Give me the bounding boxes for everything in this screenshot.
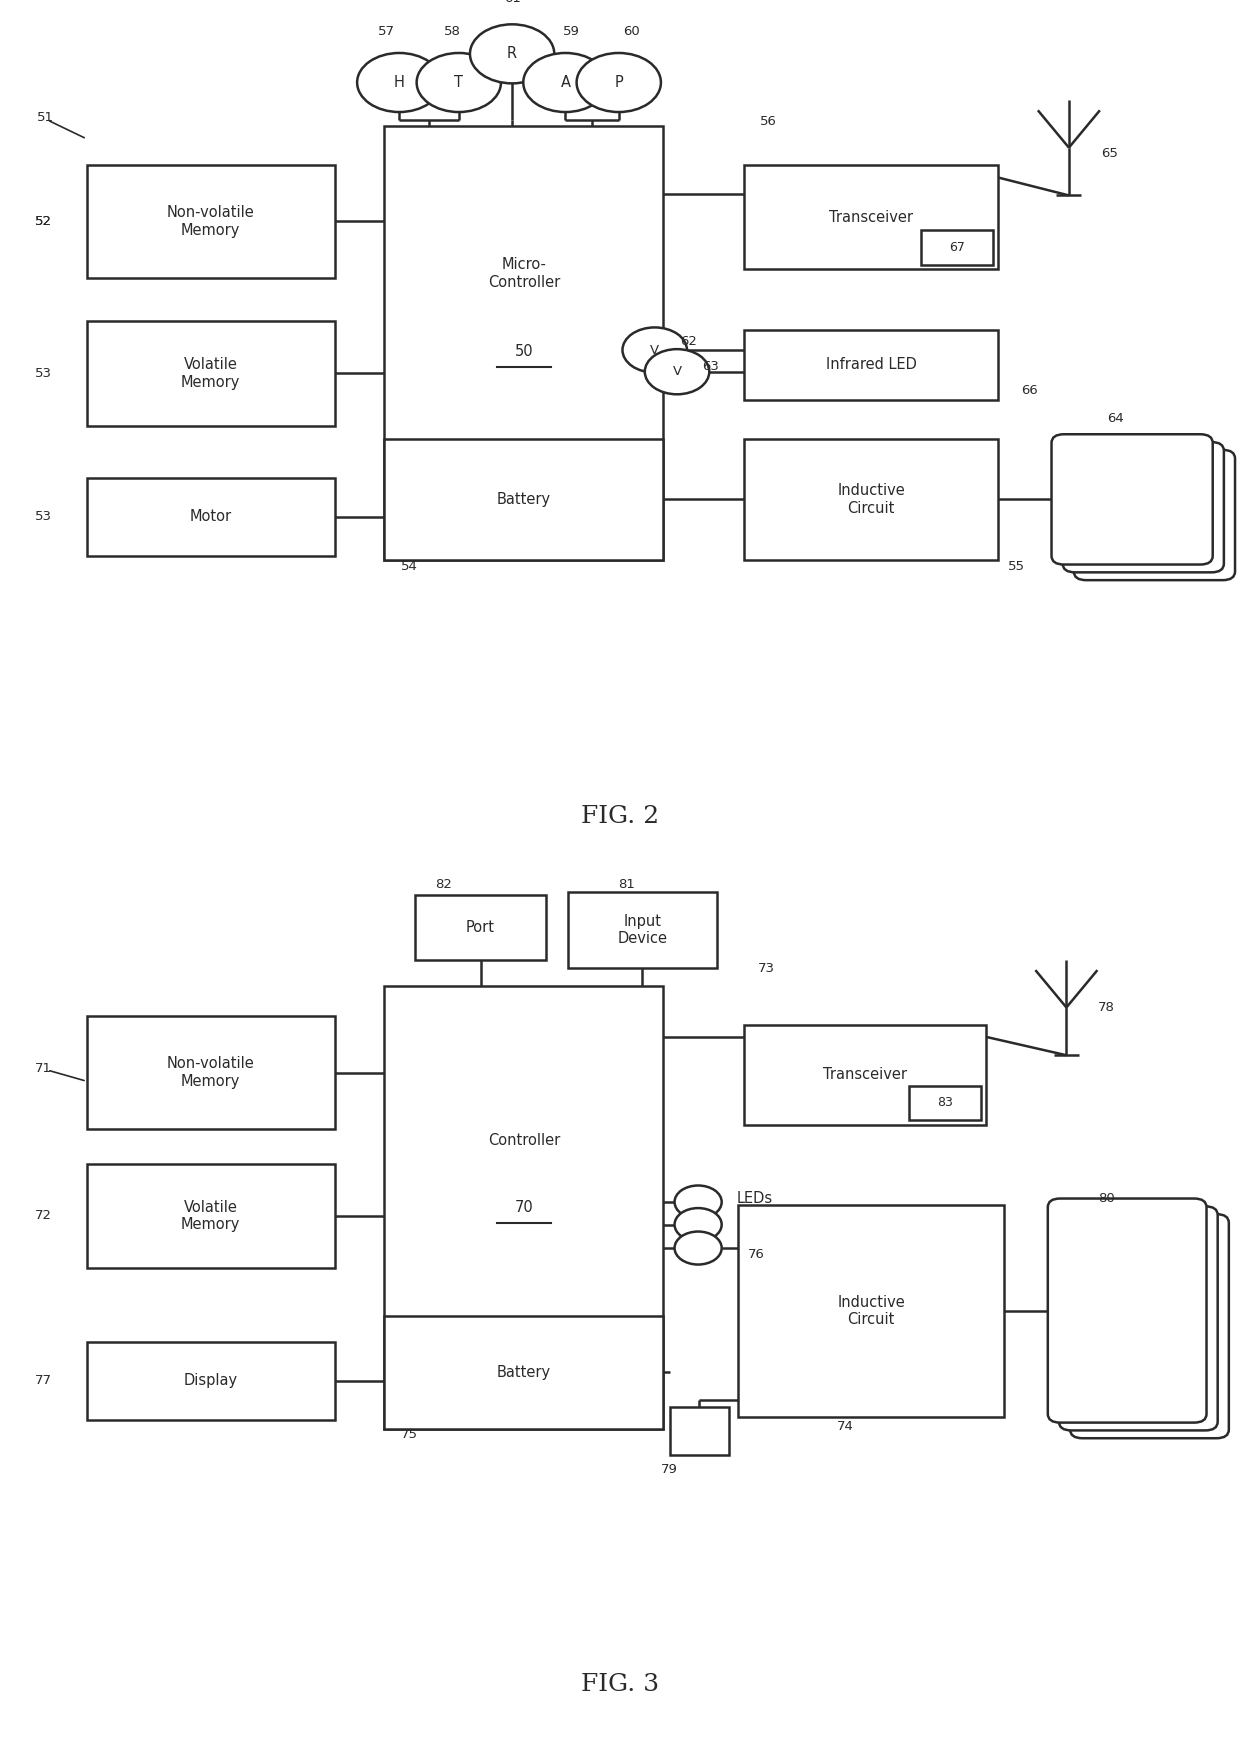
Text: Volatile
Memory: Volatile Memory bbox=[181, 1200, 241, 1232]
Text: Infrared LED: Infrared LED bbox=[826, 358, 916, 372]
Circle shape bbox=[675, 1185, 722, 1219]
Text: Inductive
Circuit: Inductive Circuit bbox=[837, 483, 905, 516]
FancyBboxPatch shape bbox=[744, 165, 998, 269]
FancyBboxPatch shape bbox=[384, 987, 663, 1428]
FancyBboxPatch shape bbox=[744, 330, 998, 400]
Text: 75: 75 bbox=[401, 1428, 418, 1442]
FancyBboxPatch shape bbox=[1074, 450, 1235, 580]
FancyBboxPatch shape bbox=[87, 165, 335, 278]
Text: Motor: Motor bbox=[190, 509, 232, 525]
Text: 71: 71 bbox=[35, 1061, 52, 1075]
Text: 61: 61 bbox=[503, 0, 521, 5]
Text: R: R bbox=[507, 47, 517, 61]
Text: 53: 53 bbox=[35, 367, 52, 380]
Circle shape bbox=[645, 349, 709, 394]
FancyBboxPatch shape bbox=[87, 1016, 335, 1129]
Text: 65: 65 bbox=[1101, 148, 1118, 160]
FancyBboxPatch shape bbox=[1070, 1214, 1229, 1438]
Text: 51: 51 bbox=[37, 111, 55, 123]
Text: 54: 54 bbox=[401, 559, 418, 573]
FancyBboxPatch shape bbox=[87, 1341, 335, 1421]
Text: Inductive
Circuit: Inductive Circuit bbox=[837, 1294, 905, 1327]
Text: 52: 52 bbox=[35, 215, 52, 228]
Text: Volatile
Memory: Volatile Memory bbox=[181, 358, 241, 389]
FancyBboxPatch shape bbox=[87, 1164, 335, 1268]
Text: 60: 60 bbox=[622, 24, 640, 38]
Circle shape bbox=[357, 52, 441, 111]
Text: Non-volatile
Memory: Non-volatile Memory bbox=[167, 1056, 254, 1089]
FancyBboxPatch shape bbox=[909, 1086, 981, 1120]
Text: 53: 53 bbox=[35, 511, 52, 523]
FancyBboxPatch shape bbox=[87, 321, 335, 426]
Circle shape bbox=[622, 327, 687, 372]
Text: 73: 73 bbox=[758, 962, 775, 974]
FancyBboxPatch shape bbox=[1052, 434, 1213, 565]
FancyBboxPatch shape bbox=[384, 1317, 663, 1428]
Text: 79: 79 bbox=[661, 1463, 678, 1476]
Text: 55: 55 bbox=[1008, 559, 1025, 573]
Text: 81: 81 bbox=[618, 877, 635, 891]
Text: 59: 59 bbox=[563, 24, 580, 38]
Text: Port: Port bbox=[466, 919, 495, 935]
FancyBboxPatch shape bbox=[744, 1025, 986, 1126]
Circle shape bbox=[675, 1209, 722, 1240]
Text: H: H bbox=[394, 75, 404, 90]
FancyBboxPatch shape bbox=[415, 895, 546, 959]
FancyBboxPatch shape bbox=[1059, 1205, 1218, 1431]
Text: Battery: Battery bbox=[497, 492, 551, 507]
Text: 70: 70 bbox=[515, 1200, 533, 1214]
Text: FIG. 3: FIG. 3 bbox=[580, 1673, 660, 1697]
Text: Display: Display bbox=[184, 1374, 238, 1388]
FancyBboxPatch shape bbox=[1048, 1199, 1207, 1423]
Circle shape bbox=[523, 52, 608, 111]
Circle shape bbox=[577, 52, 661, 111]
FancyBboxPatch shape bbox=[87, 478, 335, 556]
FancyBboxPatch shape bbox=[921, 231, 993, 264]
Text: Non-volatile
Memory: Non-volatile Memory bbox=[167, 205, 254, 238]
Text: 78: 78 bbox=[1097, 1001, 1115, 1014]
Circle shape bbox=[470, 24, 554, 83]
Circle shape bbox=[417, 52, 501, 111]
Text: 52: 52 bbox=[35, 215, 52, 228]
FancyBboxPatch shape bbox=[568, 893, 717, 968]
Circle shape bbox=[675, 1232, 722, 1265]
Text: 74: 74 bbox=[837, 1419, 854, 1433]
Text: FIG. 2: FIG. 2 bbox=[580, 804, 660, 829]
Text: Battery: Battery bbox=[497, 1365, 551, 1379]
Text: 66: 66 bbox=[1021, 384, 1038, 398]
Text: A: A bbox=[560, 75, 570, 90]
Text: V: V bbox=[650, 344, 660, 356]
Text: 57: 57 bbox=[378, 24, 396, 38]
FancyBboxPatch shape bbox=[384, 125, 663, 559]
Text: 76: 76 bbox=[748, 1249, 765, 1261]
Text: T: T bbox=[454, 75, 464, 90]
Text: 56: 56 bbox=[760, 115, 777, 129]
FancyBboxPatch shape bbox=[670, 1407, 729, 1456]
FancyBboxPatch shape bbox=[744, 438, 998, 559]
Text: Transceiver: Transceiver bbox=[830, 210, 913, 224]
Text: 83: 83 bbox=[937, 1096, 952, 1110]
Text: 50: 50 bbox=[515, 344, 533, 360]
FancyBboxPatch shape bbox=[384, 438, 663, 559]
Text: Controller: Controller bbox=[487, 1133, 560, 1148]
Text: Transceiver: Transceiver bbox=[823, 1067, 906, 1082]
Text: 62: 62 bbox=[680, 335, 697, 347]
FancyBboxPatch shape bbox=[738, 1205, 1004, 1417]
Text: V: V bbox=[672, 365, 682, 379]
Text: 58: 58 bbox=[444, 24, 461, 38]
Text: 64: 64 bbox=[1107, 412, 1125, 426]
Text: 77: 77 bbox=[35, 1374, 52, 1388]
Text: 82: 82 bbox=[435, 877, 453, 891]
Text: 80: 80 bbox=[1097, 1192, 1115, 1205]
Text: Micro-
Controller: Micro- Controller bbox=[487, 257, 560, 290]
Text: 63: 63 bbox=[702, 360, 719, 373]
Text: 67: 67 bbox=[950, 241, 965, 254]
Text: 72: 72 bbox=[35, 1209, 52, 1223]
FancyBboxPatch shape bbox=[1063, 441, 1224, 571]
Text: P: P bbox=[614, 75, 624, 90]
Text: LEDs: LEDs bbox=[737, 1192, 773, 1205]
Text: Input
Device: Input Device bbox=[618, 914, 667, 947]
